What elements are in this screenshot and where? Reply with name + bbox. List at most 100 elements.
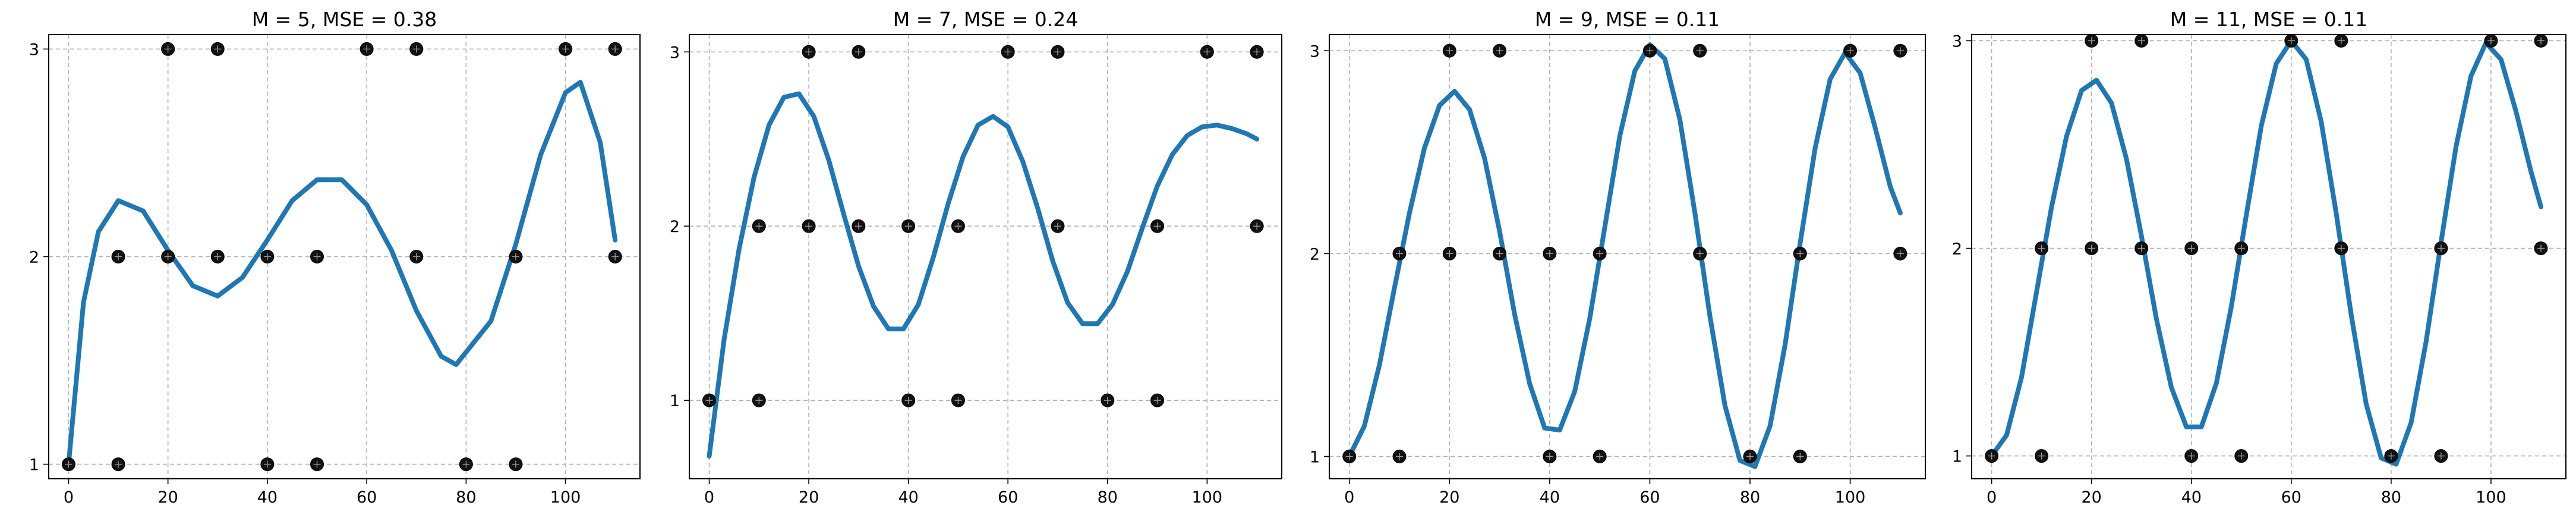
x-tick-label: 80 <box>1098 488 1118 507</box>
data-point <box>1693 246 1707 260</box>
x-tick-label: 20 <box>799 488 819 507</box>
x-tick-label: 40 <box>2181 488 2202 507</box>
data-point <box>802 45 816 59</box>
data-point <box>1642 43 1657 58</box>
data-point <box>459 457 473 472</box>
x-tick-label: 100 <box>1192 488 1223 507</box>
data-point <box>2234 241 2249 256</box>
data-point <box>2085 33 2099 48</box>
data-point <box>901 219 916 233</box>
data-point <box>61 457 75 472</box>
data-point <box>559 42 573 56</box>
data-point <box>310 250 324 263</box>
data-point <box>1250 45 1264 59</box>
x-tick-label: 60 <box>357 488 377 507</box>
subplot-1: 0 20 40 60 80 100 1 2 3 M = 5, MSE = 0.38 <box>29 8 641 507</box>
data-point <box>409 42 424 56</box>
data-point <box>608 42 622 56</box>
data-point <box>852 45 866 59</box>
data-point <box>1150 219 1165 233</box>
data-point <box>1985 449 1999 463</box>
x-tick-label: 100 <box>550 488 581 507</box>
x-tick-label: 0 <box>1344 488 1354 507</box>
fit-curve <box>1347 42 1903 469</box>
y-tick-label: 2 <box>670 218 680 236</box>
data-point <box>752 219 766 233</box>
x-tick-label: 20 <box>157 488 178 507</box>
data-point <box>852 219 866 233</box>
y-tick-label: 2 <box>29 249 39 267</box>
data-point <box>802 219 816 233</box>
data-point <box>360 42 374 56</box>
data-point <box>752 393 766 407</box>
y-tick-label: 1 <box>1310 448 1320 466</box>
data-point <box>1693 43 1707 58</box>
fit-curve <box>1989 38 2543 467</box>
data-point <box>2434 241 2448 256</box>
data-point <box>2534 33 2548 48</box>
subplot-2: 0 20 40 60 80 100 1 2 3 M = 7, MSE = 0.24 <box>670 8 1282 507</box>
data-point <box>1893 43 1907 58</box>
data-point <box>409 250 424 263</box>
data-point <box>161 42 175 56</box>
data-point <box>161 250 175 263</box>
data-point <box>1743 449 1757 463</box>
x-tick-label: 0 <box>1987 488 1997 507</box>
data-point <box>2184 449 2199 463</box>
data-point <box>1493 43 1507 58</box>
data-point <box>210 42 225 56</box>
y-tick-label: 3 <box>670 43 680 62</box>
plot-area <box>1329 34 1926 479</box>
data-point <box>608 250 622 263</box>
y-tick-label: 3 <box>1310 42 1320 61</box>
subplot-title: M = 5, MSE = 0.38 <box>252 8 437 31</box>
data-point <box>1101 393 1115 407</box>
data-point <box>1593 449 1607 463</box>
data-point <box>951 219 965 233</box>
data-point <box>210 250 225 263</box>
x-tick-label: 40 <box>898 488 918 507</box>
y-tick-label: 1 <box>670 392 680 410</box>
x-tick-label: 20 <box>1439 488 1459 507</box>
data-point <box>2134 241 2149 256</box>
x-tick-label: 100 <box>2476 488 2506 507</box>
data-point <box>1442 246 1456 260</box>
data-point <box>1392 246 1407 260</box>
y-tick-label: 3 <box>1952 32 1962 51</box>
data-point <box>2184 241 2199 256</box>
data-point <box>2484 33 2498 48</box>
data-point <box>1793 449 1807 463</box>
data-point <box>1200 45 1214 59</box>
data-point <box>901 393 916 407</box>
data-point <box>2134 33 2149 48</box>
subplot-3: 0 20 40 60 80 100 1 2 3 M = 9, MSE = 0.11 <box>1310 8 1926 507</box>
data-point <box>2035 241 2049 256</box>
data-point <box>2284 33 2298 48</box>
x-tick-label: 80 <box>1740 488 1760 507</box>
data-point <box>1442 43 1456 58</box>
data-point <box>2534 241 2548 256</box>
y-tick-label: 1 <box>29 456 39 475</box>
x-tick-label: 0 <box>704 488 714 507</box>
data-point <box>260 457 275 472</box>
plot-area <box>1971 34 2566 479</box>
x-tick-label: 80 <box>456 488 476 507</box>
y-tick-label: 2 <box>1952 240 1962 259</box>
plot-area <box>689 34 1282 479</box>
plot-area <box>48 34 641 479</box>
data-point <box>2035 449 2049 463</box>
data-point <box>1893 246 1907 260</box>
data-point <box>951 393 965 407</box>
fit-curve <box>707 91 1260 459</box>
x-tick-label: 60 <box>1639 488 1660 507</box>
x-tick-label: 60 <box>2281 488 2301 507</box>
x-tick-label: 0 <box>64 488 74 507</box>
x-tick-label: 100 <box>1835 488 1866 507</box>
data-point <box>1051 45 1065 59</box>
x-tick-label: 40 <box>257 488 278 507</box>
data-point <box>1150 393 1165 407</box>
data-point <box>1342 449 1357 463</box>
data-point <box>260 250 275 263</box>
x-tick-label: 80 <box>2381 488 2401 507</box>
